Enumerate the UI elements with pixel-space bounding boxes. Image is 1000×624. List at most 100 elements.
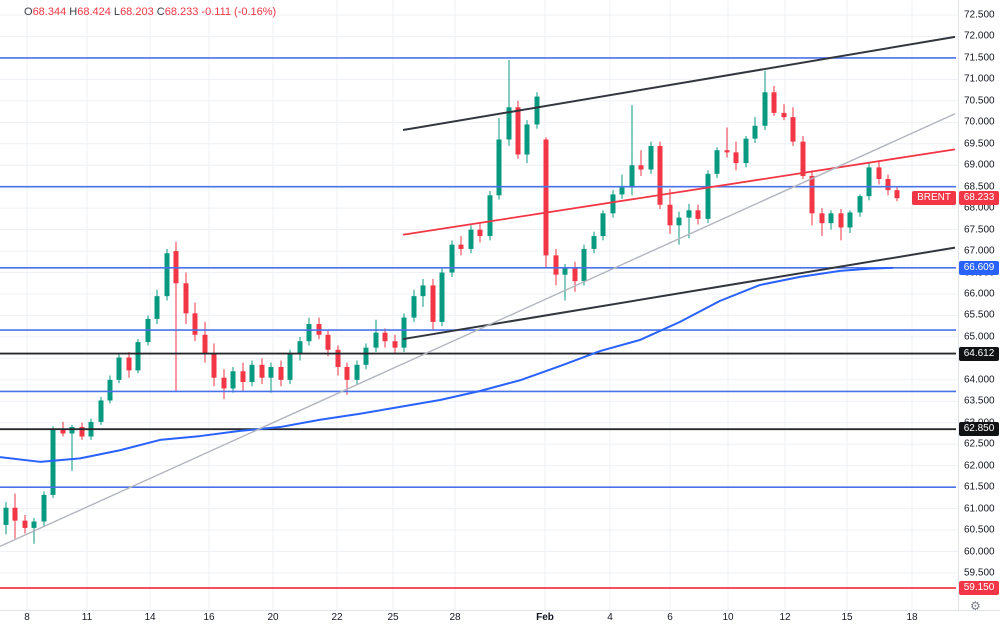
candle — [781, 104, 787, 121]
candle — [126, 351, 132, 378]
candle — [373, 319, 379, 352]
candle — [420, 278, 426, 307]
candle — [202, 321, 208, 363]
ohlc-legend: O68.344 H68.424 L68.203 C68.233 -0.111 (… — [24, 6, 276, 18]
candle — [3, 502, 9, 535]
time-tick-label: 14 — [144, 612, 156, 623]
candle — [543, 137, 549, 269]
candle — [819, 208, 825, 237]
legend-part: 68.424 — [77, 6, 111, 18]
chart-canvas[interactable] — [0, 0, 958, 610]
time-tick-label: 20 — [267, 612, 279, 623]
candle — [411, 289, 417, 322]
candle — [743, 136, 749, 168]
price-tick-label: 71.500 — [964, 52, 995, 64]
time-tick-label: 8 — [24, 612, 30, 623]
candle — [192, 302, 198, 342]
candle — [98, 397, 104, 425]
legend-part: 68.203 — [120, 6, 154, 18]
price-tick-label: 61.000 — [964, 503, 995, 515]
candle — [638, 150, 644, 176]
candle — [771, 85, 777, 116]
price-tick-label: 72.500 — [964, 9, 995, 21]
candles-series — [3, 60, 900, 544]
candle — [724, 127, 730, 158]
price-tick-label: 62.500 — [964, 438, 995, 450]
price-tick-label: 67.500 — [964, 224, 995, 236]
candle — [847, 210, 853, 234]
candle — [12, 493, 18, 539]
candle — [648, 141, 654, 174]
time-tick-label: 25 — [387, 612, 399, 623]
trend-line[interactable] — [402, 35, 956, 132]
candle — [183, 272, 189, 325]
candle — [857, 194, 863, 217]
candle — [41, 491, 47, 527]
candle — [316, 317, 322, 340]
candle — [249, 360, 255, 387]
price-badge: 64.612 — [959, 346, 999, 361]
candle — [458, 236, 464, 256]
price-tick-label: 70.000 — [964, 116, 995, 128]
price-tick-label: 72.000 — [964, 30, 995, 42]
axis-settings-gear-icon[interactable]: ⚙ — [970, 599, 981, 613]
price-tick-label: 68.500 — [964, 181, 995, 193]
price-tick-label: 69.000 — [964, 159, 995, 171]
price-tick-label: 61.500 — [964, 481, 995, 493]
legend-part: C — [153, 6, 165, 18]
time-tick-label: 15 — [841, 612, 853, 623]
trend-lines — [0, 35, 956, 548]
time-axis[interactable]: 8 11 14 16 20 22 25 28 Feb 4 6 10 12 15 18 — [0, 610, 1000, 624]
candle — [354, 360, 360, 385]
candle — [173, 241, 179, 391]
legend-part: -0.111 (-0.16%) — [198, 6, 277, 18]
candle — [107, 375, 113, 404]
trend-line[interactable] — [402, 246, 956, 341]
candle — [430, 278, 436, 331]
symbol-badge: BRENT — [912, 191, 956, 206]
horizontal-lines — [0, 57, 956, 589]
candle — [287, 349, 293, 385]
time-tick-label: 22 — [331, 612, 343, 623]
price-tick-label: 63.500 — [964, 395, 995, 407]
candle — [392, 334, 398, 355]
price-tick-label: 65.500 — [964, 309, 995, 321]
gridlines — [0, 0, 958, 610]
candle — [477, 223, 483, 243]
ma-line[interactable] — [0, 266, 894, 463]
candle — [591, 231, 597, 254]
price-tick-label: 71.000 — [964, 73, 995, 85]
time-tick-label: 11 — [81, 612, 93, 623]
candle — [79, 422, 85, 440]
legend-part: 68.344 — [32, 6, 67, 18]
candle — [809, 170, 815, 226]
candle — [240, 362, 246, 391]
candle — [562, 263, 568, 301]
candle — [762, 70, 768, 131]
time-tick-label: 6 — [667, 612, 673, 623]
candle — [439, 268, 445, 327]
candle — [335, 345, 341, 376]
price-badge: 68.233 — [959, 191, 999, 206]
candle — [524, 120, 530, 164]
trend-line[interactable] — [402, 148, 956, 236]
candle — [686, 203, 692, 239]
candle — [259, 358, 265, 385]
candle — [790, 107, 796, 146]
candle — [695, 204, 701, 225]
candle — [487, 190, 493, 241]
candle — [885, 174, 891, 196]
legend-part: 68.233 — [164, 6, 199, 18]
candle — [828, 210, 834, 230]
ma-indicator — [0, 266, 894, 463]
price-tick-label: 65.000 — [964, 331, 995, 343]
candle — [297, 336, 303, 361]
time-tick-label: Feb — [536, 612, 554, 623]
time-tick-label: 12 — [779, 612, 791, 623]
price-axis[interactable]: 72.500 72.000 71.500 71.000 70.500 70.000 69.5… — [958, 0, 1000, 610]
trend-line[interactable] — [0, 113, 956, 548]
candle — [657, 141, 663, 210]
candle — [268, 362, 274, 393]
candle — [306, 317, 312, 346]
